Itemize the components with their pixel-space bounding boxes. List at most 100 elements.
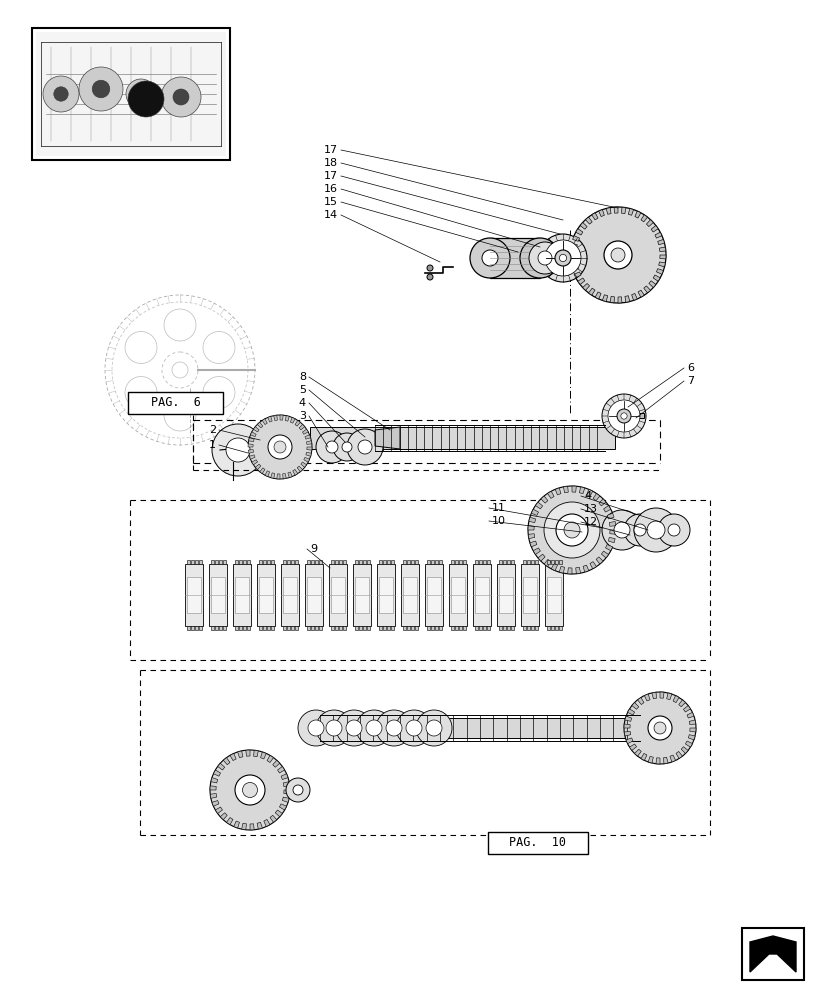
Circle shape — [667, 524, 679, 536]
Bar — [486, 560, 490, 564]
Polygon shape — [264, 819, 270, 827]
Polygon shape — [624, 724, 629, 728]
Bar — [215, 560, 218, 564]
Polygon shape — [255, 464, 261, 470]
Bar — [342, 626, 346, 630]
Polygon shape — [227, 818, 232, 825]
Polygon shape — [558, 566, 564, 573]
Polygon shape — [577, 278, 584, 284]
Polygon shape — [256, 822, 262, 829]
Polygon shape — [212, 801, 218, 806]
Bar — [534, 626, 538, 630]
Bar — [499, 560, 501, 564]
Polygon shape — [575, 567, 580, 574]
Bar — [314, 626, 318, 630]
Polygon shape — [579, 487, 584, 494]
Polygon shape — [213, 770, 220, 776]
Circle shape — [569, 207, 665, 303]
Bar — [218, 626, 222, 630]
Bar — [455, 560, 457, 564]
Circle shape — [648, 716, 672, 740]
Circle shape — [554, 250, 571, 266]
Polygon shape — [650, 226, 657, 232]
Polygon shape — [544, 564, 562, 626]
Polygon shape — [288, 472, 292, 478]
Bar — [366, 560, 370, 564]
Polygon shape — [331, 577, 345, 613]
Polygon shape — [472, 564, 490, 626]
Circle shape — [601, 510, 641, 550]
Polygon shape — [575, 229, 582, 235]
Text: 18: 18 — [323, 158, 337, 168]
Bar — [510, 560, 514, 564]
Text: 17: 17 — [323, 171, 337, 181]
Polygon shape — [241, 823, 246, 830]
Polygon shape — [187, 577, 201, 613]
Polygon shape — [283, 577, 297, 613]
Polygon shape — [540, 496, 547, 503]
Polygon shape — [270, 815, 276, 822]
Polygon shape — [523, 577, 537, 613]
Polygon shape — [223, 758, 230, 765]
Polygon shape — [682, 706, 690, 712]
Text: 4: 4 — [583, 491, 590, 501]
Bar — [550, 560, 553, 564]
Polygon shape — [638, 290, 643, 297]
Bar — [263, 626, 265, 630]
Polygon shape — [621, 207, 625, 214]
Polygon shape — [658, 247, 665, 252]
Bar — [287, 560, 289, 564]
Bar — [451, 560, 453, 564]
Circle shape — [657, 514, 689, 546]
Circle shape — [601, 394, 645, 438]
Circle shape — [268, 435, 292, 459]
Circle shape — [336, 710, 371, 746]
Polygon shape — [662, 757, 667, 764]
Circle shape — [425, 720, 442, 736]
Bar — [187, 560, 189, 564]
Polygon shape — [675, 751, 681, 758]
Circle shape — [274, 441, 285, 453]
Polygon shape — [280, 564, 299, 626]
Bar — [335, 626, 337, 630]
Bar — [318, 560, 322, 564]
Polygon shape — [261, 752, 266, 759]
Circle shape — [532, 250, 547, 266]
Polygon shape — [749, 936, 795, 972]
Polygon shape — [585, 217, 591, 224]
Circle shape — [624, 692, 696, 764]
Bar — [558, 560, 562, 564]
Bar — [475, 560, 477, 564]
Polygon shape — [646, 220, 653, 227]
Bar — [211, 626, 213, 630]
Text: 14: 14 — [323, 210, 337, 220]
Circle shape — [332, 433, 361, 461]
Text: PAG.  6: PAG. 6 — [151, 396, 200, 410]
Polygon shape — [262, 419, 267, 425]
Polygon shape — [280, 415, 283, 420]
Circle shape — [470, 238, 509, 278]
Circle shape — [528, 486, 615, 574]
Circle shape — [160, 77, 201, 117]
Polygon shape — [424, 564, 442, 626]
Bar — [191, 560, 194, 564]
Polygon shape — [270, 473, 275, 478]
Bar — [526, 560, 529, 564]
Polygon shape — [355, 577, 369, 613]
Polygon shape — [631, 703, 638, 709]
Polygon shape — [427, 577, 441, 613]
Polygon shape — [657, 239, 664, 245]
Bar — [458, 626, 461, 630]
Bar — [359, 626, 361, 630]
Polygon shape — [567, 568, 571, 574]
Bar — [195, 626, 198, 630]
Polygon shape — [529, 541, 536, 547]
Polygon shape — [283, 782, 289, 786]
Circle shape — [614, 522, 629, 538]
Polygon shape — [237, 751, 242, 758]
Polygon shape — [279, 804, 286, 810]
Bar — [510, 626, 514, 630]
Polygon shape — [257, 422, 262, 428]
Bar — [390, 626, 394, 630]
Bar — [455, 626, 457, 630]
